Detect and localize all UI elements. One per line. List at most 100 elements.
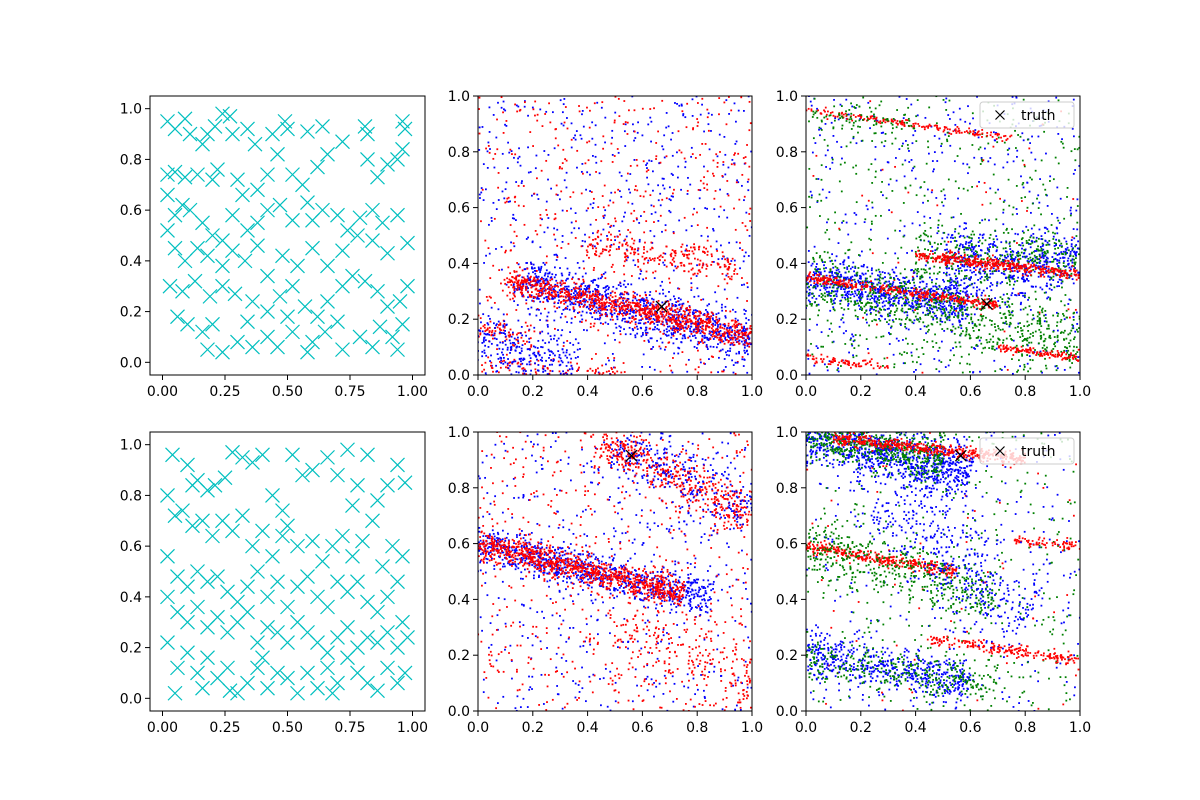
- data-point: [714, 190, 717, 192]
- data-point: [684, 326, 687, 329]
- data-point: [668, 307, 671, 310]
- data-point-x-marker: [205, 228, 220, 243]
- data-point: [664, 295, 667, 298]
- data-point: [736, 323, 739, 326]
- data-point: [489, 320, 492, 323]
- data-point: [851, 105, 854, 108]
- data-point: [974, 129, 977, 131]
- data-point: [992, 173, 995, 176]
- data-point: [910, 103, 913, 106]
- data-point: [662, 332, 665, 335]
- data-point: [744, 225, 747, 228]
- data-point: [733, 273, 736, 275]
- data-point: [543, 274, 546, 277]
- data-point: [559, 316, 562, 319]
- data-point: [910, 351, 913, 354]
- data-point: [513, 271, 516, 273]
- data-point: [681, 243, 684, 246]
- data-point: [672, 231, 675, 233]
- data-point: [1034, 158, 1037, 161]
- data-point: [931, 245, 934, 248]
- data-point: [964, 287, 967, 290]
- data-point: [832, 266, 835, 269]
- data-point: [688, 253, 691, 256]
- data-point: [736, 361, 739, 364]
- data-point: [955, 308, 957, 310]
- data-point: [689, 183, 692, 186]
- data-point: [1074, 330, 1077, 333]
- data-point-x-marker: [390, 151, 405, 167]
- data-point: [869, 248, 872, 251]
- data-point: [668, 325, 671, 328]
- data-point: [611, 296, 614, 299]
- data-point: [1026, 206, 1029, 209]
- data-point: [699, 341, 702, 343]
- data-point: [509, 224, 512, 226]
- data-point: [567, 242, 570, 245]
- data-point: [713, 320, 716, 322]
- data-point: [702, 313, 705, 316]
- data-point: [614, 308, 617, 310]
- data-point: [981, 317, 984, 320]
- data-point: [710, 263, 713, 266]
- data-point: [592, 202, 595, 205]
- data-point: [529, 324, 532, 327]
- data-point: [519, 332, 522, 335]
- data-point: [649, 229, 652, 232]
- data-point: [502, 325, 505, 328]
- data-point: [550, 284, 553, 287]
- data-point: [675, 301, 678, 304]
- data-point: [1028, 147, 1031, 150]
- data-point: [664, 346, 667, 348]
- data-point: [1027, 370, 1029, 373]
- data-point: [849, 279, 852, 282]
- data-point: [708, 322, 710, 325]
- data-point: [562, 282, 565, 285]
- data-point: [1049, 180, 1051, 182]
- data-point: [724, 265, 727, 268]
- data-point-x-marker: [225, 243, 240, 259]
- data-point: [565, 306, 567, 309]
- data-point: [962, 162, 965, 165]
- data-point: [841, 157, 843, 160]
- data-point: [603, 342, 606, 345]
- data-point: [694, 315, 697, 318]
- data-point: [675, 311, 678, 314]
- data-point: [701, 264, 704, 267]
- data-point: [561, 329, 564, 332]
- data-point: [927, 240, 930, 243]
- data-point: [745, 350, 748, 353]
- data-point: [575, 296, 577, 298]
- data-point: [562, 124, 565, 127]
- data-point-x-marker: [310, 159, 325, 175]
- data-point: [567, 295, 569, 298]
- data-point: [722, 161, 725, 163]
- data-point-x-marker: [250, 182, 265, 198]
- data-point: [943, 308, 945, 310]
- data-point: [566, 340, 569, 342]
- data-point: [957, 311, 960, 314]
- data-point: [927, 328, 930, 331]
- data-point: [579, 305, 582, 308]
- data-point-x-marker: [247, 136, 263, 152]
- data-point: [668, 198, 671, 201]
- data-point: [1015, 147, 1017, 149]
- data-point: [881, 194, 884, 197]
- data-point: [579, 296, 582, 299]
- data-point: [705, 267, 708, 270]
- data-point: [739, 329, 742, 332]
- data-point: [870, 163, 873, 165]
- data-point: [486, 299, 489, 302]
- data-point: [514, 360, 517, 363]
- data-point: [747, 178, 750, 181]
- data-point: [503, 359, 505, 362]
- data-point: [994, 191, 997, 194]
- data-point: [1073, 261, 1076, 264]
- data-point: [884, 133, 887, 135]
- data-point-x-marker: [400, 235, 415, 251]
- data-point: [639, 195, 642, 197]
- data-point: [587, 159, 590, 162]
- data-point: [728, 265, 730, 268]
- data-point: [712, 312, 714, 315]
- data-point: [533, 353, 536, 356]
